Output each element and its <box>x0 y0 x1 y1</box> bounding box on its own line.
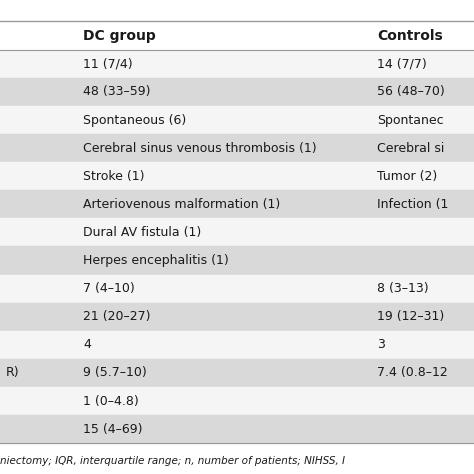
Text: 15 (4–69): 15 (4–69) <box>83 423 143 436</box>
Bar <box>0 50 474 78</box>
Bar <box>0 274 474 303</box>
Bar <box>0 106 474 134</box>
Text: 3: 3 <box>377 338 385 351</box>
Text: Controls: Controls <box>377 28 443 43</box>
Text: Spontaneous (6): Spontaneous (6) <box>83 114 186 127</box>
Text: 9 (5.7–10): 9 (5.7–10) <box>83 366 146 379</box>
Bar <box>0 162 474 190</box>
Bar <box>0 303 474 331</box>
Text: 1 (0–4.8): 1 (0–4.8) <box>83 394 139 408</box>
Text: 21 (20–27): 21 (20–27) <box>83 310 150 323</box>
Text: Herpes encephalitis (1): Herpes encephalitis (1) <box>83 254 228 267</box>
Bar <box>0 134 474 162</box>
Text: niectomy; IQR, interquartile range; n, number of patients; NIHSS, I: niectomy; IQR, interquartile range; n, n… <box>0 456 345 466</box>
Text: 11 (7/4): 11 (7/4) <box>83 57 133 70</box>
Bar <box>0 415 474 443</box>
Bar <box>0 387 474 415</box>
Bar <box>0 331 474 359</box>
Bar <box>0 246 474 274</box>
Text: Cerebral si: Cerebral si <box>377 142 444 155</box>
Text: 19 (12–31): 19 (12–31) <box>377 310 444 323</box>
Text: 14 (7/7): 14 (7/7) <box>377 57 427 70</box>
Text: 48 (33–59): 48 (33–59) <box>83 85 150 99</box>
Text: 56 (48–70): 56 (48–70) <box>377 85 445 99</box>
Text: R): R) <box>6 366 19 379</box>
Bar <box>0 359 474 387</box>
Bar <box>0 78 474 106</box>
Bar <box>0 190 474 219</box>
Text: 4: 4 <box>83 338 91 351</box>
Text: 8 (3–13): 8 (3–13) <box>377 282 428 295</box>
Text: Arteriovenous malformation (1): Arteriovenous malformation (1) <box>83 198 280 211</box>
Bar <box>0 21 474 50</box>
Text: 7.4 (0.8–12: 7.4 (0.8–12 <box>377 366 447 379</box>
Text: Stroke (1): Stroke (1) <box>83 170 145 182</box>
Text: Cerebral sinus venous thrombosis (1): Cerebral sinus venous thrombosis (1) <box>83 142 317 155</box>
Text: 7 (4–10): 7 (4–10) <box>83 282 135 295</box>
Bar <box>0 219 474 246</box>
Text: Spontanec: Spontanec <box>377 114 444 127</box>
Text: Dural AV fistula (1): Dural AV fistula (1) <box>83 226 201 239</box>
Text: Infection (1: Infection (1 <box>377 198 448 211</box>
Text: Tumor (2): Tumor (2) <box>377 170 437 182</box>
Text: DC group: DC group <box>83 28 155 43</box>
